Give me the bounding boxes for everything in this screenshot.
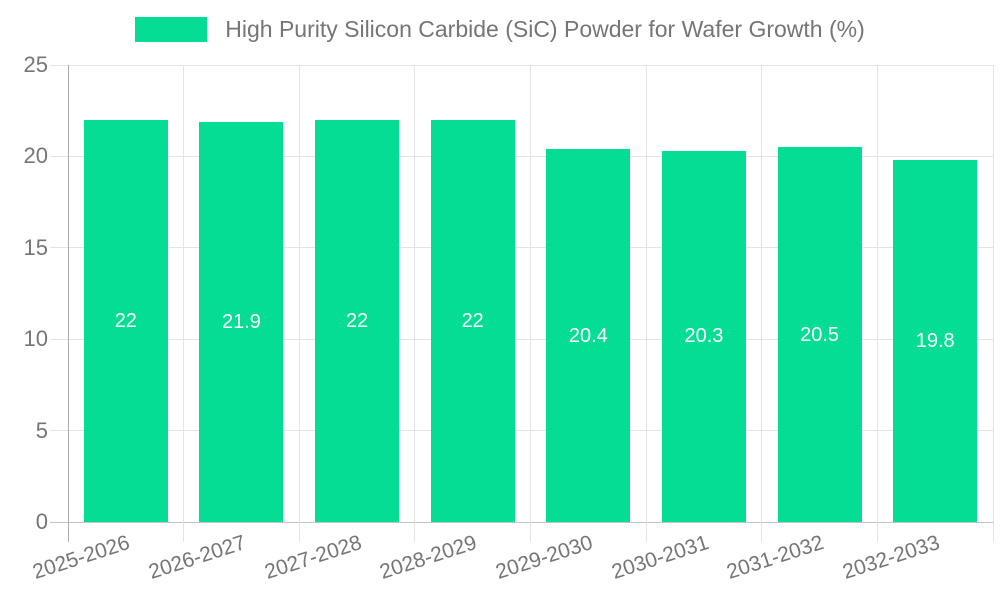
- y-axis-tick-label: 10: [23, 326, 48, 352]
- v-gridline: [876, 65, 878, 542]
- legend-swatch: [135, 16, 208, 42]
- h-gridline: [50, 247, 993, 249]
- x-axis-tick-label: 2031-2032: [724, 531, 827, 584]
- x-axis-line: [50, 521, 993, 523]
- v-gridline: [183, 65, 185, 542]
- h-gridline: [50, 64, 993, 66]
- x-axis-tick-label: 2026-2027: [145, 531, 249, 584]
- v-gridline: [530, 65, 531, 542]
- bar-value-label: 22: [461, 309, 484, 332]
- bar-value-label: 20.5: [800, 323, 840, 346]
- bar-value-label: 22: [345, 309, 369, 332]
- x-axis-tick-label: 2025-2026: [30, 531, 133, 584]
- bar[interactable]: [83, 119, 168, 522]
- bar[interactable]: [893, 160, 978, 522]
- bar-value-label: 22: [114, 309, 137, 332]
- x-axis-tick-label: 2027-2028: [261, 531, 365, 584]
- bar[interactable]: [546, 149, 631, 522]
- bar[interactable]: [661, 150, 746, 522]
- bar-value-label: 20.4: [568, 324, 608, 347]
- h-gridline: [50, 155, 993, 157]
- v-gridline: [298, 65, 300, 542]
- bar[interactable]: [199, 121, 284, 522]
- v-gridline: [645, 65, 647, 542]
- bar[interactable]: [430, 119, 515, 522]
- x-axis-tick-label: 2030-2031: [608, 531, 712, 584]
- h-gridline: [50, 430, 993, 432]
- y-axis-tick-label: 15: [23, 234, 48, 260]
- bar[interactable]: [315, 119, 400, 522]
- x-axis-tick-label: 2028-2029: [377, 531, 480, 584]
- v-gridline: [992, 65, 994, 542]
- chart-legend[interactable]: High Purity Silicon Carbide (SiC) Powder…: [0, 16, 1000, 42]
- y-axis-tick-label: 0: [35, 509, 48, 534]
- x-axis-tick-label: 2032-2033: [839, 531, 943, 584]
- h-gridline: [50, 338, 993, 340]
- v-gridline: [414, 65, 416, 542]
- bar[interactable]: [777, 147, 862, 522]
- y-axis-tick-label: 20: [23, 143, 48, 169]
- v-gridline: [761, 65, 763, 542]
- chart-title: High Purity Silicon Carbide (SiC) Powder…: [225, 16, 865, 42]
- y-axis-tick-label: 5: [35, 417, 48, 443]
- y-axis-line: [67, 65, 69, 542]
- bar-value-label: 21.9: [221, 310, 261, 333]
- bar-value-label: 19.8: [915, 330, 955, 353]
- bar-value-label: 20.3: [684, 325, 724, 348]
- x-axis-tick-label: 2029-2030: [492, 531, 596, 584]
- y-axis-tick-label: 25: [23, 52, 48, 77]
